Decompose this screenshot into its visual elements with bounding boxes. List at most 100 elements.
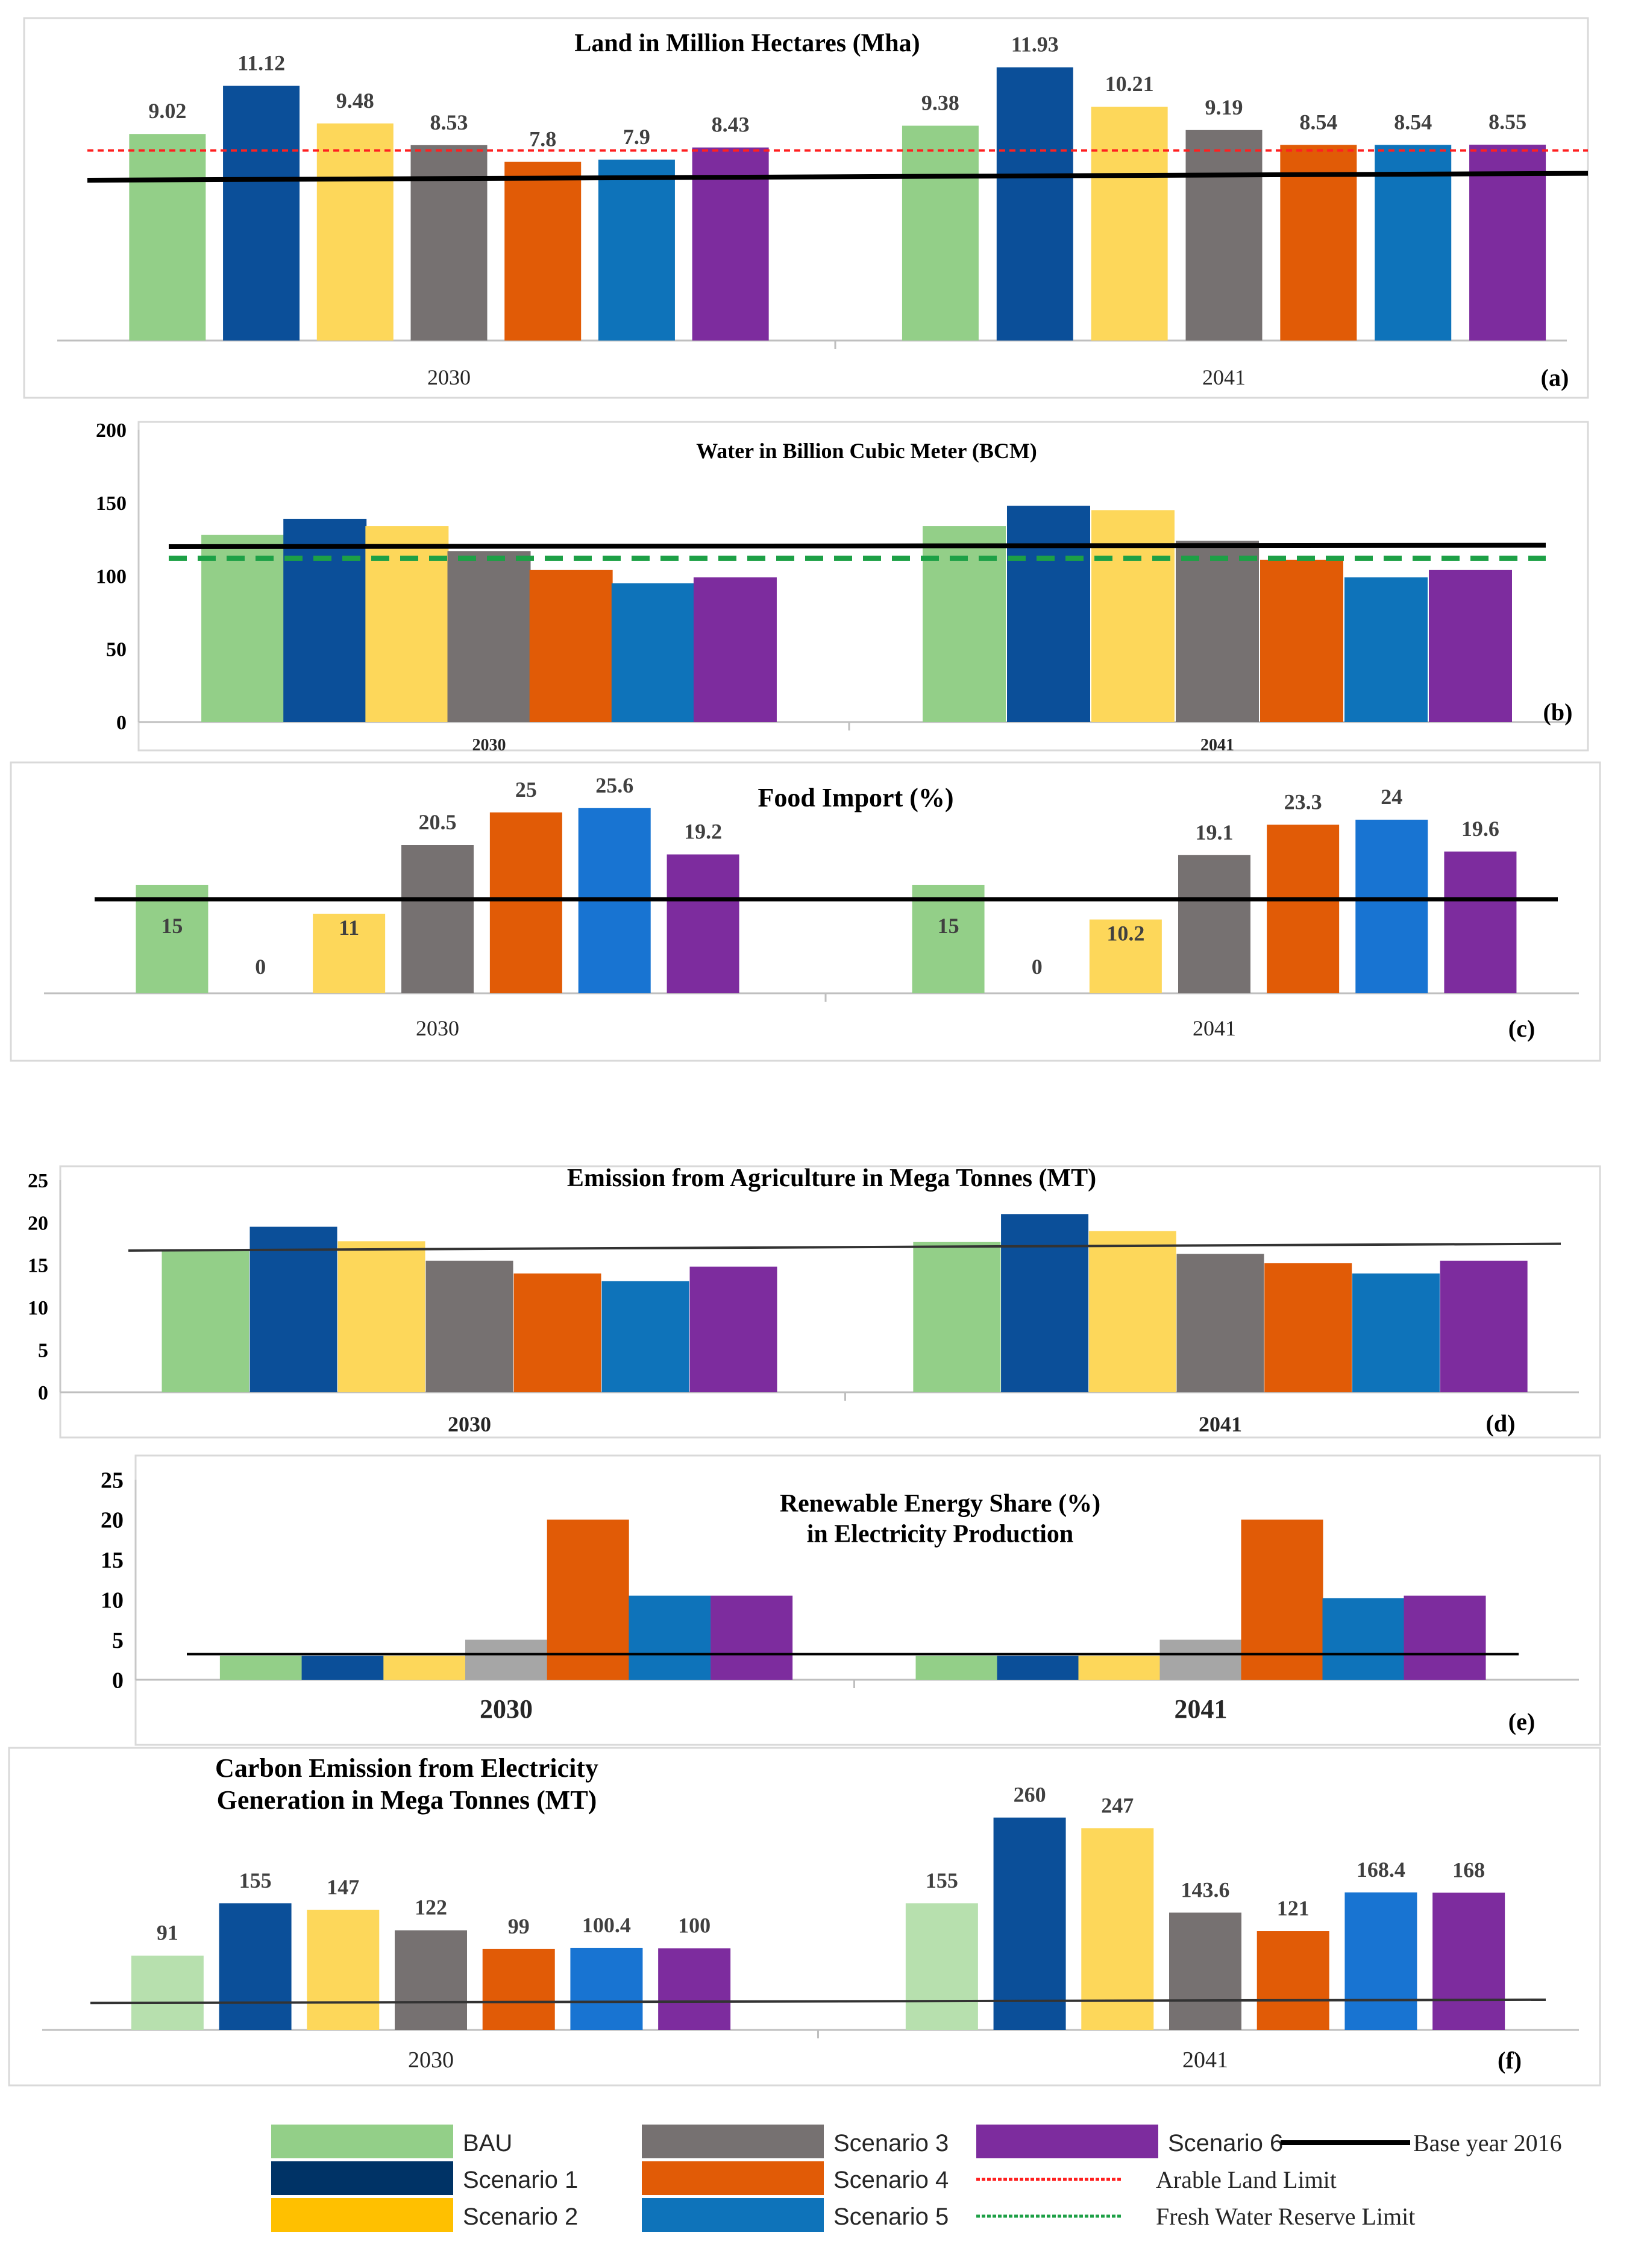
bar-d-2030-scenario-3 bbox=[425, 1260, 513, 1392]
bar-d-2030-scenario-2 bbox=[337, 1241, 425, 1392]
bar-c-2041-bau bbox=[912, 885, 985, 993]
data-label: 121 bbox=[1277, 1896, 1310, 1920]
bar-a-2041-scenario-6 bbox=[1469, 145, 1546, 341]
panel-label: (c) bbox=[1508, 1015, 1535, 1042]
bar-a-2030-scenario-4 bbox=[504, 162, 582, 341]
legend-item-scenario-4: Scenario 4 bbox=[642, 2161, 949, 2195]
bar-e-2041-scenario-2 bbox=[1078, 1656, 1161, 1680]
bar-b-2030-scenario-3 bbox=[447, 551, 531, 722]
y-tick-label: 200 bbox=[96, 419, 127, 442]
legend-label: Scenario 2 bbox=[463, 2204, 578, 2230]
data-label: 168 bbox=[1452, 1858, 1485, 1882]
bar-b-2041-scenario-6 bbox=[1429, 570, 1512, 722]
y-tick-label: 20 bbox=[28, 1212, 48, 1234]
bar-c-2041-scenario-6 bbox=[1444, 851, 1517, 993]
x-tick-label: 2030 bbox=[427, 365, 471, 389]
y-tick-label: 100 bbox=[96, 565, 127, 588]
legend-swatch bbox=[642, 2125, 824, 2158]
legend-swatch bbox=[271, 2161, 453, 2195]
legend-label: Scenario 6 bbox=[1168, 2130, 1283, 2156]
bar-f-2041-scenario-3 bbox=[1169, 1912, 1241, 2030]
chart-subtitle: in Electricity Production bbox=[807, 1520, 1074, 1548]
legend-item-scenario-5: Scenario 5 bbox=[642, 2198, 949, 2232]
chart-title: Food Import (%) bbox=[758, 783, 953, 812]
bar-a-2041-scenario-5 bbox=[1375, 145, 1452, 341]
bar-d-2041-bau bbox=[913, 1242, 1001, 1392]
bar-e-2041-scenario-3 bbox=[1159, 1639, 1242, 1680]
legend-item-scenario-2: Scenario 2 bbox=[271, 2198, 578, 2232]
data-label: 260 bbox=[1014, 1783, 1046, 1807]
legend-swatch bbox=[976, 2125, 1158, 2158]
chart-title: Emission from Agriculture in Mega Tonnes… bbox=[567, 1164, 1096, 1192]
bar-c-2041-scenario-3 bbox=[1178, 855, 1250, 993]
data-label: 8.43 bbox=[712, 113, 750, 137]
x-tick-label: 2030 bbox=[448, 1412, 491, 1436]
bar-f-2030-scenario-1 bbox=[219, 1903, 292, 2030]
bar-e-2030-scenario-2 bbox=[383, 1656, 466, 1680]
data-label: 19.1 bbox=[1196, 820, 1234, 844]
legend-item-scenario-6: Scenario 6 bbox=[976, 2125, 1283, 2158]
panel-label: (a) bbox=[1541, 364, 1569, 391]
data-label: 155 bbox=[239, 1868, 272, 1893]
chart-title: Land in Million Hectares (Mha) bbox=[574, 30, 920, 57]
data-label: 7.8 bbox=[529, 127, 556, 151]
bar-c-2041-scenario-4 bbox=[1267, 825, 1340, 993]
data-label: 8.54 bbox=[1299, 110, 1337, 134]
legend-label: Scenario 4 bbox=[833, 2167, 949, 2193]
bar-d-2041-scenario-6 bbox=[1440, 1260, 1528, 1392]
chart-panel-f: 91 155 147 122 99 100.4 100 2030 155 260 247 143.6 1… bbox=[8, 1747, 1601, 2087]
data-label: 99 bbox=[508, 1914, 530, 1938]
y-tick-label: 5 bbox=[112, 1628, 124, 1653]
bar-d-2030-scenario-1 bbox=[249, 1227, 337, 1392]
data-label: 7.9 bbox=[623, 125, 650, 149]
x-tick-label: 2041 bbox=[1193, 1016, 1236, 1040]
bar-e-2041-scenario-1 bbox=[997, 1656, 1079, 1680]
data-label: 8.55 bbox=[1489, 110, 1526, 134]
reference-line-base-year-2016 bbox=[90, 1998, 1546, 2005]
panel-frame bbox=[10, 761, 1601, 1062]
legend-item-fresh-water-reserve-limit: Fresh Water Reserve Limit bbox=[976, 2203, 1415, 2230]
chart-panel-a: 9.02 11.12 9.48 8.53 7.8 7.9 8.43 2030 9.38 11.93… bbox=[23, 17, 1589, 399]
bar-f-2030-scenario-2 bbox=[307, 1909, 380, 2030]
bar-a-2041-bau bbox=[902, 125, 979, 341]
bar-f-2030-scenario-6 bbox=[658, 1948, 731, 2030]
y-tick-label: 5 bbox=[38, 1340, 48, 1362]
x-tick-label: 2041 bbox=[1175, 1694, 1228, 1724]
data-label: 9.38 bbox=[921, 91, 959, 115]
data-label: 15 bbox=[161, 914, 183, 938]
data-label: 15 bbox=[938, 914, 959, 938]
data-label: 9.02 bbox=[148, 99, 186, 123]
bar-b-2041-scenario-4 bbox=[1260, 559, 1343, 722]
panel-label: (d) bbox=[1486, 1410, 1516, 1437]
data-label: 143.6 bbox=[1181, 1877, 1230, 1902]
x-tick-label: 2041 bbox=[1202, 365, 1246, 389]
bar-a-2041-scenario-1 bbox=[996, 67, 1073, 341]
data-label: 9.19 bbox=[1205, 95, 1243, 119]
bar-d-2030-bau bbox=[162, 1249, 249, 1392]
data-label: 8.54 bbox=[1394, 110, 1432, 134]
legend-label: Scenario 5 bbox=[833, 2204, 949, 2230]
panel-label: (b) bbox=[1543, 699, 1573, 726]
bar-a-2041-scenario-4 bbox=[1280, 145, 1357, 341]
x-tick-label: 2041 bbox=[1182, 2047, 1228, 2073]
bar-f-2041-bau bbox=[905, 1903, 978, 2030]
reference-line-base-year-2016 bbox=[87, 171, 1589, 183]
chart-subtitle: Generation in Mega Tonnes (MT) bbox=[217, 1785, 597, 1815]
reference-line-base-year-2016 bbox=[128, 1242, 1561, 1252]
legend-item-scenario-1: Scenario 1 bbox=[271, 2161, 578, 2195]
bar-f-2030-scenario-3 bbox=[395, 1930, 467, 2030]
legend-item-arable-land-limit: Arable Land Limit bbox=[976, 2166, 1337, 2193]
bar-b-2041-scenario-5 bbox=[1344, 577, 1428, 722]
panel-frame bbox=[8, 1747, 1601, 2087]
legend-label: Base year 2016 bbox=[1413, 2129, 1562, 2156]
bar-a-2041-scenario-3 bbox=[1185, 130, 1263, 341]
y-tick-label: 150 bbox=[96, 492, 127, 515]
bar-d-2030-scenario-6 bbox=[689, 1266, 777, 1392]
legend-label: Scenario 1 bbox=[463, 2167, 578, 2193]
data-label: 9.48 bbox=[336, 89, 374, 113]
chart-panel-b: 0 50 100 150 200 2030 2041 Water in Billion Cub… bbox=[96, 419, 1589, 755]
legend-label: BAU bbox=[463, 2130, 512, 2156]
bar-c-2041-scenario-5 bbox=[1355, 820, 1428, 993]
bar-b-2041-scenario-1 bbox=[1007, 506, 1090, 722]
